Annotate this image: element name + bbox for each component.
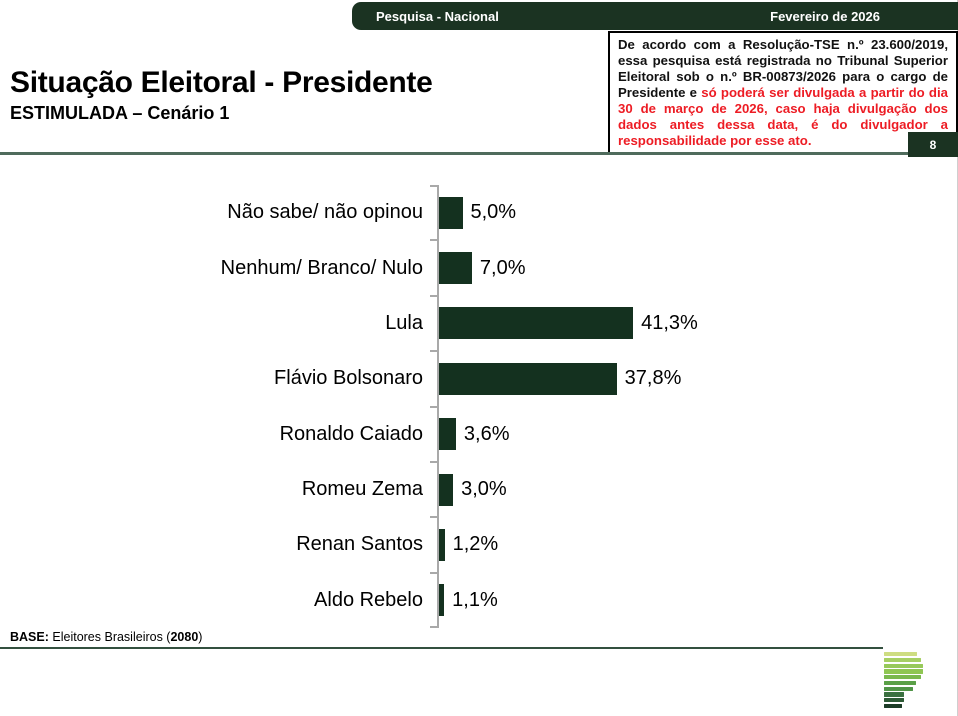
chart-row: Não sabe/ não opinou 5,0% [0,185,958,240]
page-subtitle: ESTIMULADA – Cenário 1 [10,102,230,123]
page-title: Situação Eleitoral - Presidente [10,66,433,99]
logo-stripe [884,698,904,703]
value-label: 3,0% [461,478,507,501]
logo-stripe [884,692,904,697]
base-sample-size: 2080 [170,630,199,644]
value-label: 5,0% [470,201,517,224]
bar-zone: 3,0% [437,462,958,517]
value-label: 1,2% [452,533,499,556]
bar-chart: Não sabe/ não opinou 5,0% Nenhum/ Branco/ … [0,185,958,628]
base-text: Eleitores Brasileiros ( [48,630,171,644]
axis-tick [430,350,437,353]
base-text-close: ) [198,630,203,644]
category-label: Aldo Rebelo [314,588,423,611]
value-label: 37,8% [624,367,682,390]
chart-axis-line [437,185,439,628]
bar-zone: 1,2% [437,517,958,572]
logo-stripe [884,657,921,662]
axis-tick [430,294,437,297]
axis-tick [430,516,437,519]
header-bar: Pesquisa - Nacional Fevereiro de 2026 [352,2,958,30]
bar [439,307,634,340]
category-label: Romeu Zema [301,478,423,501]
bar [439,362,617,395]
footer-divider-line [0,647,883,649]
legal-notice-black-text: De acordo com a Resolução-TSE n.º 23.600… [618,37,948,100]
legal-notice-box: De acordo com a Resolução-TSE n.º 23.600… [608,31,958,154]
bar-zone: 5,0% [437,185,958,240]
value-label: 7,0% [479,256,526,279]
bar [439,528,445,561]
bar-zone: 41,3% [437,296,958,351]
logo-stripe [884,675,921,680]
category-label: Ronaldo Caiado [279,422,423,445]
header-divider-line [0,152,958,155]
bar-zone: 3,6% [437,407,958,462]
chart-row: Romeu Zema 3,0% [0,462,958,517]
logo-stripe [884,652,917,657]
striped-p-logo [884,652,932,712]
chart-row: Ronaldo Caiado 3,6% [0,407,958,462]
axis-tick [430,185,437,187]
title-block: Situação Eleitoral - Presidente ESTIMULA… [10,66,570,124]
category-label: Nenhum/ Branco/ Nulo [220,256,423,279]
logo-stripe [884,669,923,674]
bar-zone: 1,1% [437,573,958,628]
value-label: 3,6% [463,422,510,445]
bar [439,418,456,451]
axis-tick [430,405,437,408]
chart-row: Renan Santos 1,2% [0,517,958,572]
bar [439,252,472,285]
bar [439,196,463,229]
base-label: BASE: [10,630,49,644]
chart-row: Aldo Rebelo 1,1% [0,573,958,628]
chart-rows: Não sabe/ não opinou 5,0% Nenhum/ Branco/ … [0,185,958,628]
axis-tick [430,626,437,628]
header-right-label: Fevereiro de 2026 [770,8,880,24]
logo-stripe [884,680,916,686]
bar [439,584,445,617]
bar-zone: 7,0% [437,240,958,295]
bar-zone: 37,8% [437,351,958,406]
logo-stripe [884,663,923,668]
chart-row: Nenhum/ Branco/ Nulo 7,0% [0,240,958,295]
page-number: 8 [929,137,937,152]
axis-tick [430,460,437,463]
logo-stripe [884,704,902,709]
category-label: Renan Santos [296,533,423,556]
chart-row: Lula 41,3% [0,296,958,351]
page-number-badge: 8 [908,132,958,157]
logo-stripe [884,686,913,691]
axis-tick [430,239,437,242]
bar [439,473,454,506]
base-note: BASE: Eleitores Brasileiros (2080) [10,630,202,644]
header-left-label: Pesquisa - Nacional [376,8,499,24]
chart-row: Flávio Bolsonaro 37,8% [0,351,958,406]
category-label: Flávio Bolsonaro [274,367,423,390]
legal-notice-red-text: só poderá ser divulgada a partir do dia … [618,85,948,148]
value-label: 41,3% [641,311,698,334]
category-label: Lula [385,311,423,334]
axis-tick [430,571,437,574]
category-label: Não sabe/ não opinou [227,201,423,224]
value-label: 1,1% [452,588,498,611]
